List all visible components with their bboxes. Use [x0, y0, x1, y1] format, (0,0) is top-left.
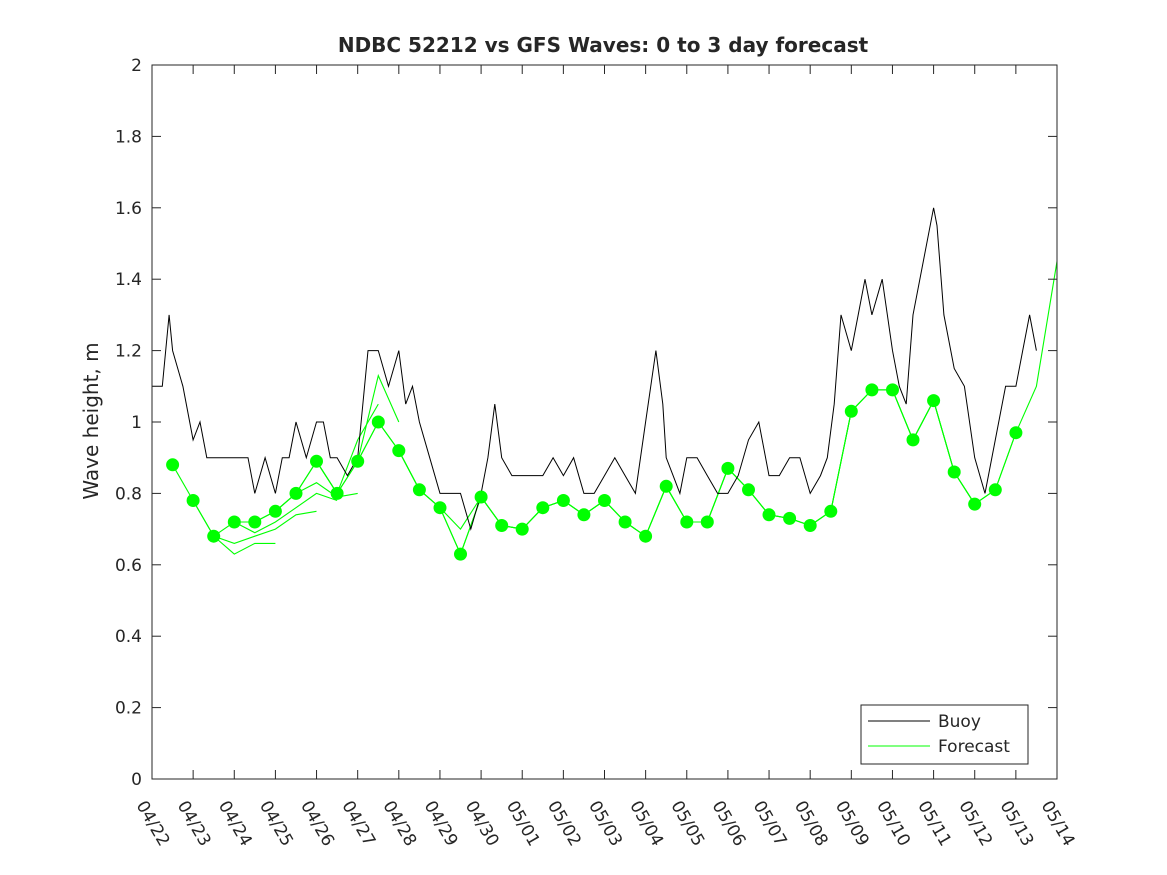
- forecast-point: [659, 479, 673, 493]
- forecast-run-line: [172, 464, 276, 555]
- legend-forecast-label: Forecast: [938, 737, 1010, 757]
- forecast-point: [433, 501, 447, 515]
- forecast-point: [268, 504, 282, 518]
- y-tick-label: 1.6: [115, 199, 142, 219]
- forecast-point: [474, 490, 488, 504]
- forecast-point: [186, 494, 200, 507]
- forecast-point: [351, 454, 365, 468]
- y-tick-label: 2: [131, 56, 142, 76]
- forecast-point: [783, 511, 797, 525]
- forecast-point: [536, 501, 550, 515]
- forecast-point: [577, 508, 591, 522]
- forecast-point: [844, 404, 858, 418]
- forecast-point: [762, 508, 776, 522]
- forecast-point: [824, 504, 838, 518]
- forecast-point: [227, 515, 241, 529]
- forecast-point: [556, 494, 570, 507]
- forecast-point: [310, 454, 323, 468]
- forecast-point: [207, 529, 221, 543]
- forecast-point: [515, 522, 529, 536]
- forecast-point: [1009, 426, 1023, 440]
- forecast-point: [886, 383, 899, 397]
- y-tick-label: 1.4: [115, 270, 142, 290]
- forecast-point: [721, 461, 735, 475]
- forecast-point: [289, 486, 303, 500]
- forecast-point: [454, 547, 467, 561]
- forecast-point: [618, 515, 632, 529]
- forecast-point: [947, 465, 961, 479]
- forecast-point: [412, 483, 426, 497]
- forecast-point: [371, 415, 385, 429]
- plot-series-group: [152, 207, 1057, 561]
- forecast-point: [968, 497, 982, 511]
- legend: Buoy Forecast: [860, 704, 1029, 765]
- forecast-point: [598, 494, 611, 507]
- buoy-series-line: [152, 207, 1037, 531]
- y-tick-label: 1.8: [115, 127, 142, 147]
- plot-area: [152, 207, 1057, 561]
- y-tick-label: 1: [131, 413, 142, 433]
- forecast-point: [330, 486, 344, 500]
- y-tick-label: 0.6: [115, 556, 142, 576]
- legend-box: [860, 704, 1029, 765]
- y-tick-label: 0.8: [115, 484, 142, 504]
- forecast-point: [680, 515, 694, 529]
- forecast-point: [166, 458, 180, 472]
- forecast-point: [742, 483, 755, 497]
- forecast-point: [392, 444, 406, 458]
- legend-buoy-label: Buoy: [938, 712, 981, 732]
- forecast-point: [803, 519, 817, 532]
- forecast-point: [495, 519, 509, 532]
- forecast-point: [248, 515, 262, 529]
- forecast-point: [865, 383, 879, 397]
- y-tick-label: 1.2: [115, 342, 142, 362]
- y-axis-label: Wave height, m: [79, 342, 103, 499]
- y-tick-label: 0: [131, 770, 142, 790]
- chart-title: NDBC 52212 vs GFS Waves: 0 to 3 day fore…: [338, 33, 869, 57]
- forecast-point: [639, 529, 653, 543]
- y-tick-label: 0.2: [115, 699, 142, 719]
- forecast-point: [906, 433, 920, 447]
- forecast-point: [700, 515, 714, 529]
- forecast-point: [988, 483, 1002, 497]
- forecast-point: [927, 394, 941, 408]
- y-tick-label: 0.4: [115, 627, 142, 647]
